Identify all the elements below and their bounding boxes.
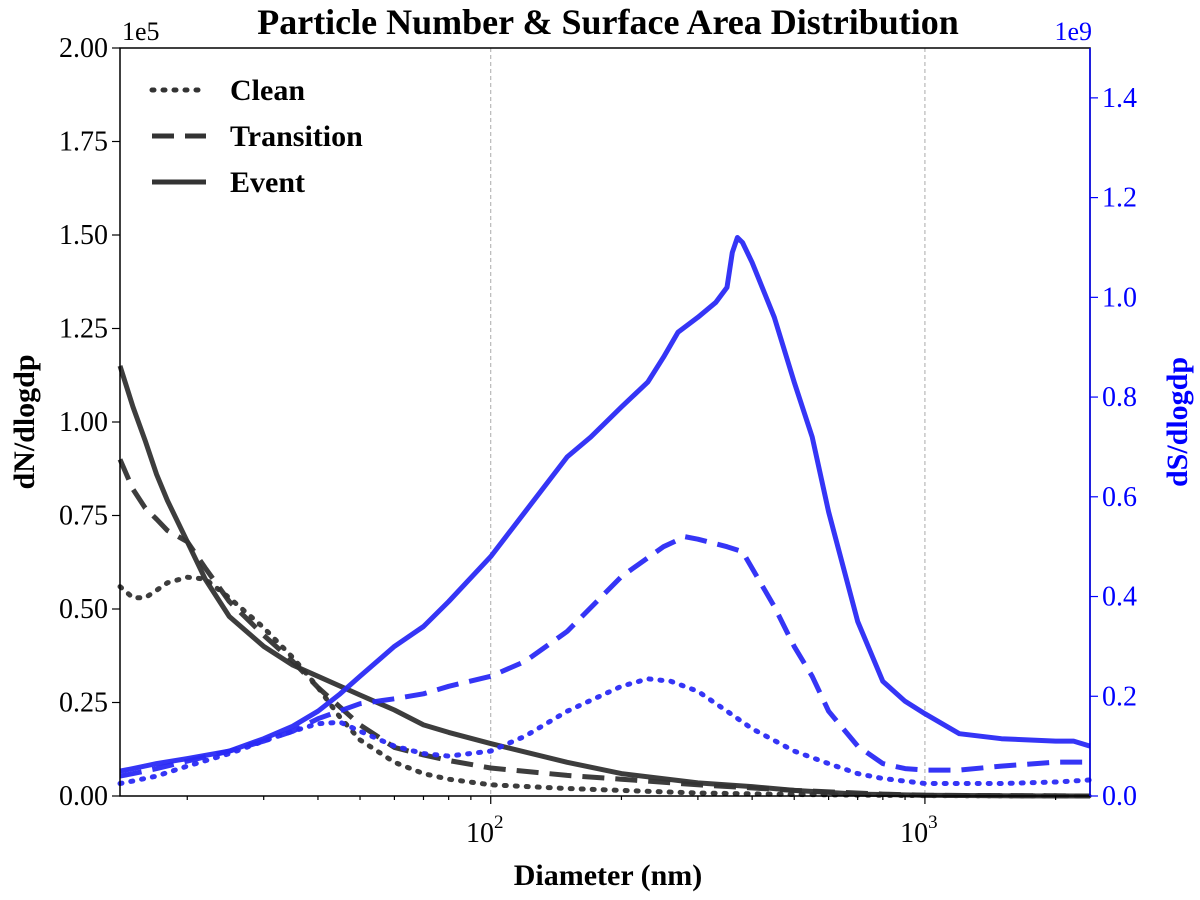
left-y-axis-label: dN/dlogdp bbox=[8, 354, 41, 489]
series-line-number-clean bbox=[117, 574, 1093, 799]
right-y-tick-label: 1.4 bbox=[1102, 83, 1137, 114]
right-axis-multiplier: 1e9 bbox=[1054, 17, 1092, 46]
left-y-tick-label: 2.00 bbox=[59, 33, 108, 64]
left-y-axis: 0.00 0.25 0.50 0.75 1.00 1.25 1.50 1.75 2.00 bbox=[59, 33, 120, 812]
right-y-tick-label: 1.2 bbox=[1102, 183, 1137, 214]
left-y-tick-label: 1.25 bbox=[59, 314, 108, 345]
left-y-tick-label: 1.50 bbox=[59, 220, 108, 251]
left-y-tick-label: 0.00 bbox=[59, 781, 108, 812]
x-axis-label: Diameter (nm) bbox=[514, 859, 703, 892]
right-y-axis-label: dS/dlogdp bbox=[1161, 357, 1194, 487]
series-line-number-transition bbox=[117, 458, 1091, 799]
legend: Clean Transition Event bbox=[149, 74, 363, 199]
left-y-tick-label: 0.50 bbox=[59, 594, 108, 625]
legend-label-event: Event bbox=[230, 166, 305, 199]
legend-label-clean: Clean bbox=[230, 74, 305, 107]
right-y-tick-label: 0.6 bbox=[1102, 482, 1137, 513]
right-y-tick-label: 1.0 bbox=[1102, 282, 1137, 313]
legend-label-transition: Transition bbox=[230, 120, 363, 153]
x-tick-label: 103 bbox=[900, 812, 938, 849]
chart-title: Particle Number & Surface Area Distribut… bbox=[257, 2, 959, 42]
right-y-axis: 0.0 0.2 0.4 0.6 0.8 1.0 1.2 1.4 bbox=[1089, 48, 1137, 812]
left-y-tick-label: 1.00 bbox=[59, 407, 108, 438]
left-axis-multiplier: 1e5 bbox=[122, 17, 160, 46]
right-y-tick-label: 0.0 bbox=[1102, 781, 1137, 812]
right-y-tick-label: 0.4 bbox=[1102, 582, 1137, 613]
grid bbox=[490, 48, 926, 796]
series-line-number-event bbox=[117, 365, 1091, 799]
right-y-tick-label: 0.8 bbox=[1102, 382, 1137, 413]
x-axis: 102 103 bbox=[186, 796, 1057, 849]
left-y-tick-label: 1.75 bbox=[59, 127, 108, 158]
series-line-surface-event bbox=[119, 235, 1091, 774]
series-group bbox=[117, 235, 1093, 799]
left-y-tick-label: 0.75 bbox=[59, 501, 108, 532]
x-tick-label: 102 bbox=[466, 812, 504, 849]
right-y-tick-label: 0.2 bbox=[1102, 681, 1137, 712]
left-y-tick-label: 0.25 bbox=[59, 688, 108, 719]
series-line-surface-transition bbox=[119, 534, 1090, 779]
